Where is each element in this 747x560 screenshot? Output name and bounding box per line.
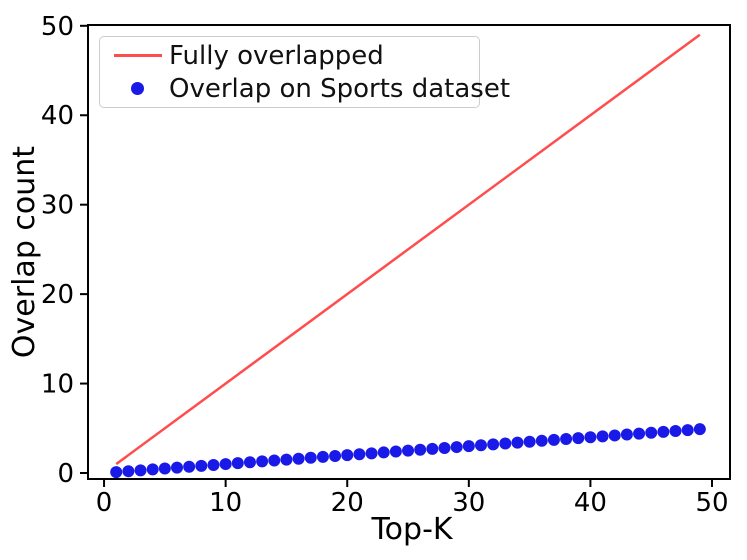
overlap-data-point [645, 426, 658, 439]
overlap-data-point [122, 465, 135, 478]
overlap-data-point [620, 428, 633, 441]
overlap-data-point [377, 446, 390, 459]
legend-label-fully-overlapped: Fully overlapped [169, 40, 384, 71]
overlap-data-point [268, 454, 281, 467]
overlap-data-point [438, 441, 451, 454]
legend-item-fully-overlapped: Fully overlapped [100, 39, 479, 72]
overlap-data-point [693, 423, 706, 436]
overlap-data-point [657, 425, 670, 438]
overlap-data-point [256, 455, 269, 468]
x-tick-label: 0 [96, 488, 113, 518]
overlap-data-point [207, 458, 220, 471]
y-axis-label: Overlap count [7, 145, 42, 359]
overlap-data-point [341, 449, 354, 462]
overlap-data-point [219, 458, 232, 471]
overlap-data-point [389, 445, 402, 458]
y-tick-label: 0 [57, 459, 74, 489]
overlap-data-point [633, 427, 646, 440]
overlap-data-point [499, 437, 512, 450]
legend-label-overlap-sports: Overlap on Sports dataset [169, 73, 511, 104]
legend: Fully overlapped Overlap on Sports datas… [99, 36, 510, 108]
overlap-data-point [243, 456, 256, 469]
dot-sample-icon [131, 82, 144, 95]
x-tick-label: 10 [209, 488, 242, 518]
overlap-data-point [681, 424, 694, 437]
overlap-data-point [523, 435, 536, 448]
overlap-data-point [596, 430, 609, 443]
x-axis-label: Top-K [371, 512, 453, 547]
legend-item-overlap-sports: Overlap on Sports dataset [100, 72, 510, 105]
overlap-data-point [535, 434, 548, 447]
overlap-data-point [669, 424, 682, 437]
x-tick-label: 30 [452, 488, 485, 518]
y-tick-label: 40 [41, 101, 74, 131]
overlap-data-point [353, 448, 366, 461]
overlap-data-point [414, 443, 427, 456]
overlap-data-point [280, 453, 293, 466]
overlap-data-point [292, 452, 305, 465]
overlap-data-point [462, 440, 475, 453]
x-tick-label: 50 [695, 488, 728, 518]
overlap-data-point [584, 431, 597, 444]
overlap-data-point [426, 442, 439, 455]
overlap-data-point [316, 450, 329, 463]
overlap-data-point [146, 463, 159, 476]
overlap-data-point [195, 459, 208, 472]
fully-overlapped-line [115, 33, 701, 466]
overlap-data-point [171, 461, 184, 474]
overlap-data-point [560, 433, 573, 446]
plot-border [87, 24, 731, 480]
y-tick-label: 20 [41, 280, 74, 310]
overlap-data-point [511, 436, 524, 449]
overlap-data-point [110, 466, 123, 479]
line-sample-icon [113, 54, 162, 57]
overlap-data-point [134, 464, 147, 477]
x-tick-label: 20 [331, 488, 364, 518]
y-tick-label: 50 [41, 12, 74, 42]
overlap-data-point [365, 447, 378, 460]
overlap-data-point [450, 441, 463, 454]
overlap-data-point [402, 444, 415, 457]
y-tick-label: 10 [41, 370, 74, 400]
overlap-data-point [158, 462, 171, 475]
overlap-data-point [183, 460, 196, 473]
overlap-data-point [547, 433, 560, 446]
legend-marker [110, 54, 165, 57]
overlap-data-point [329, 450, 342, 463]
x-tick-label: 40 [574, 488, 607, 518]
y-tick-label: 30 [41, 191, 74, 221]
overlap-data-point [304, 451, 317, 464]
overlap-data-point [231, 457, 244, 470]
legend-marker [110, 82, 165, 95]
overlap-data-point [487, 438, 500, 451]
overlap-data-point [572, 432, 585, 445]
overlap-data-point [474, 439, 487, 452]
overlap-data-point [608, 429, 621, 442]
